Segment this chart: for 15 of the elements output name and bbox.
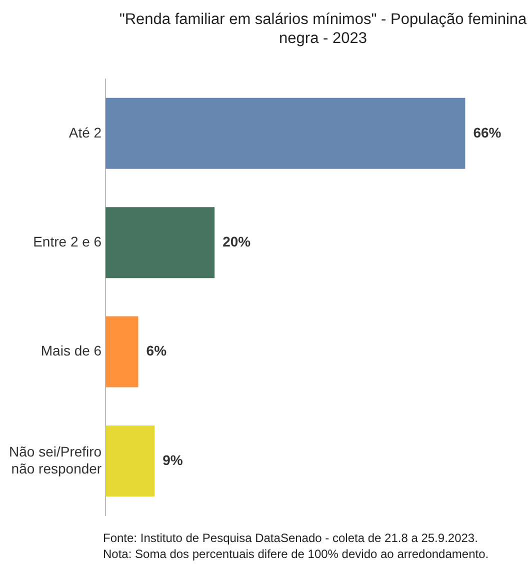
bar [106, 98, 466, 169]
bar [106, 316, 138, 388]
text: Nota: Soma dos percentuais difere de 100% devido ao arredondamento. [103, 546, 489, 562]
chart-title: "Renda familiar em salários mínimos" - População feminina negra - 2023 [118, 10, 528, 48]
y-tick-label: Entre 2 e 6 [33, 233, 102, 250]
y-tick-label: Não sei/Prefiro não responder [9, 443, 102, 476]
data-label: 9% [162, 452, 184, 468]
source-note: Fonte: Instituto de Pesquisa DataSenado - coleta de 21.8 a 25.9.2023. [103, 530, 479, 546]
data-label: 6% [146, 342, 168, 359]
data-label: 66% [473, 124, 502, 140]
data-label: 20% [222, 233, 252, 250]
bar [106, 426, 155, 496]
y-tick-label: Mais de 6 [40, 342, 102, 359]
bar [106, 207, 215, 278]
y-tick-label: Até 2 [68, 124, 102, 140]
